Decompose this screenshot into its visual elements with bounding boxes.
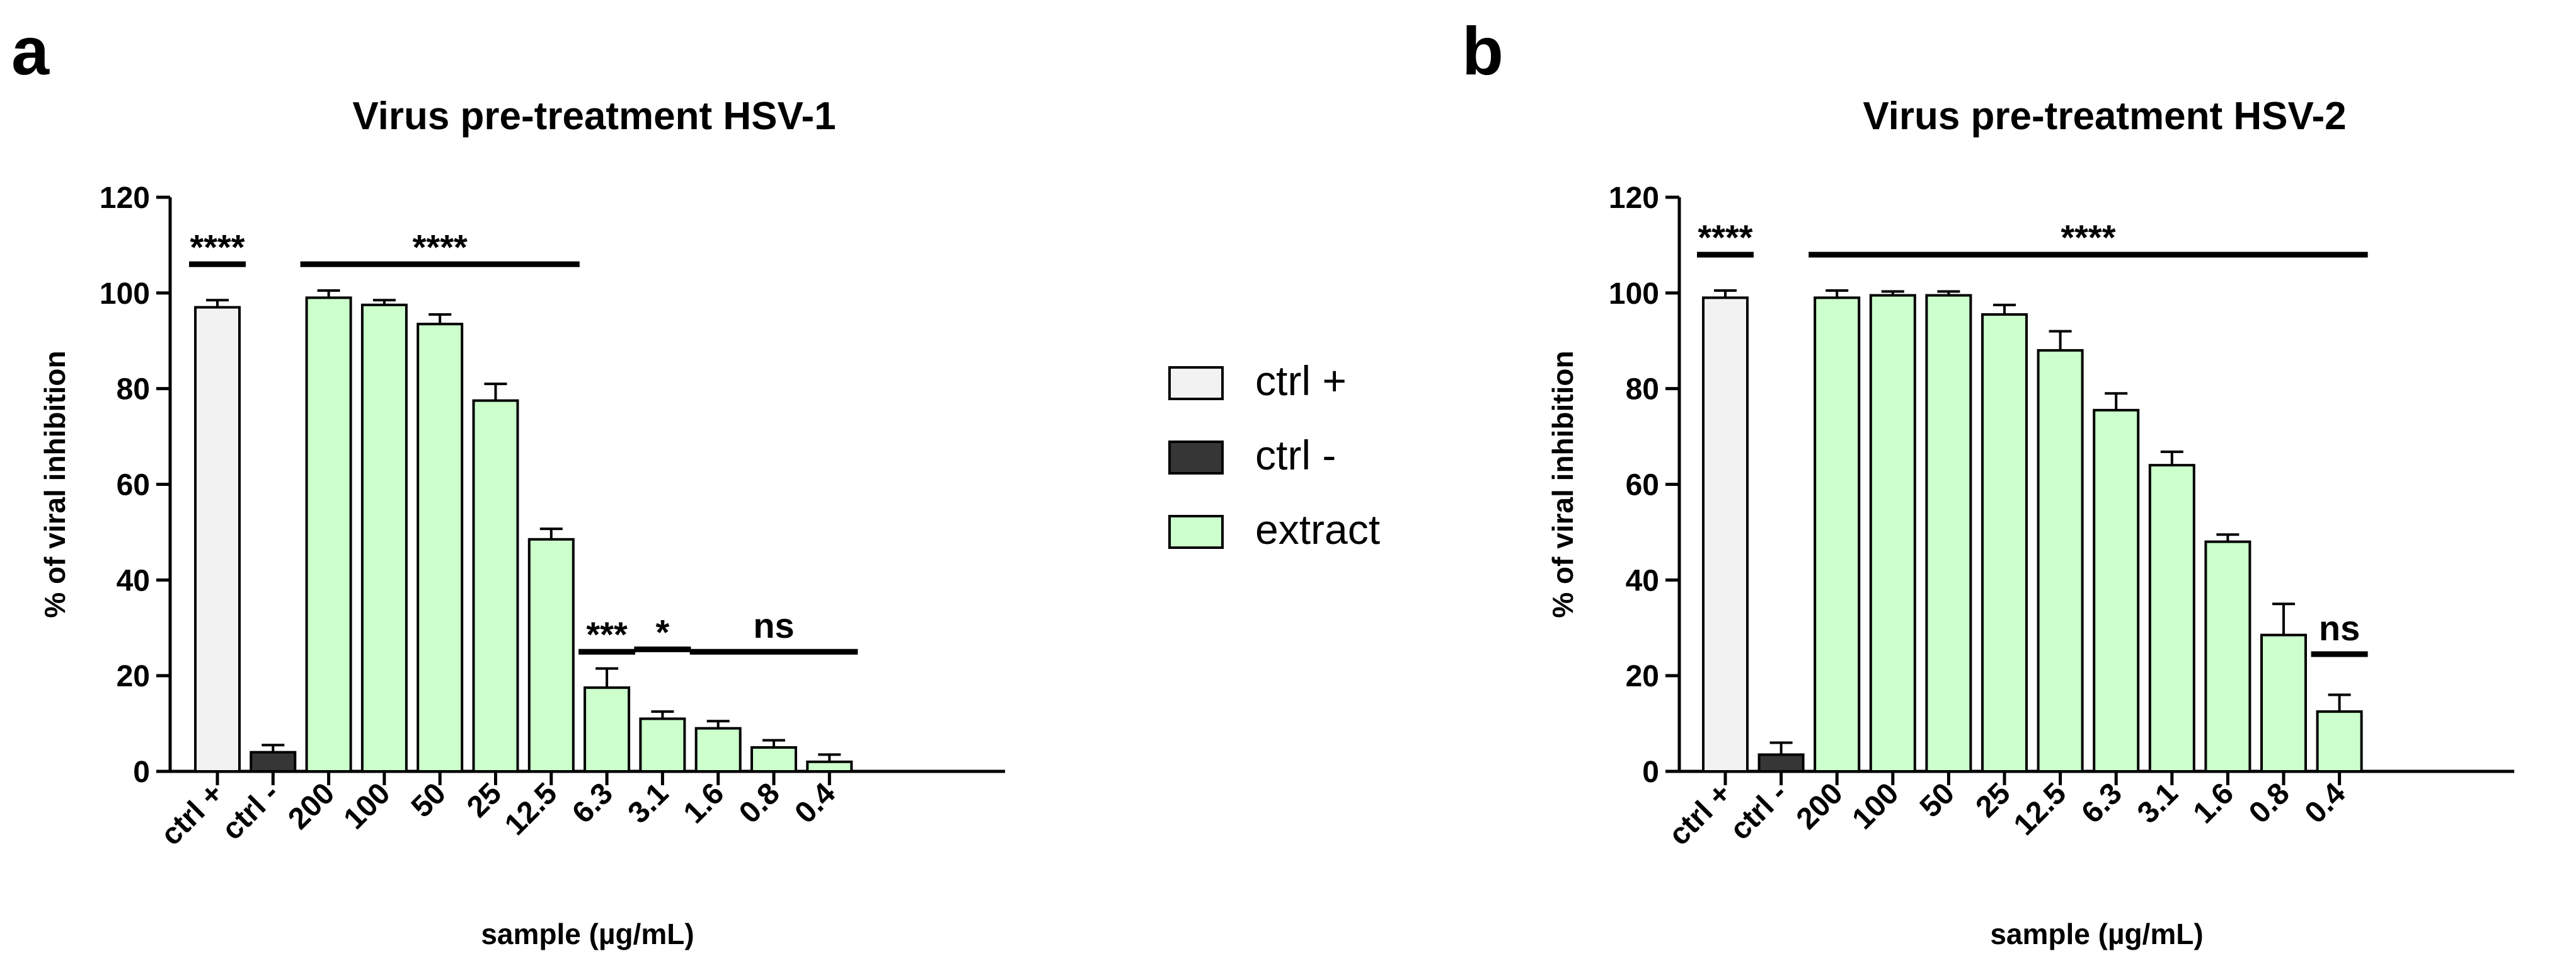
y-axis-title: % of viral inhibition	[1546, 350, 1579, 618]
significance-label: ****	[413, 227, 468, 267]
x-category-label: ctrl -	[1723, 776, 1793, 846]
legend: ctrl + ctrl - extract	[1168, 357, 1380, 553]
x-category-label: 0.8	[733, 776, 786, 830]
panel-a: a Virus pre-treatment HSV-1 0 20 40 60 80 100 12…	[11, 13, 1005, 950]
y-axis-title: % of viral inhibition	[38, 350, 71, 618]
bar	[1814, 296, 1861, 773]
bar	[2093, 408, 2140, 773]
chart-title: Virus pre-treatment HSV-1	[352, 95, 836, 138]
legend-swatch	[1168, 366, 1224, 400]
bar	[750, 746, 797, 773]
bar	[305, 296, 352, 773]
bar	[417, 323, 464, 773]
x-category-label: 50	[405, 776, 452, 824]
x-category-label: ctrl -	[216, 776, 285, 846]
panel-letter: a	[11, 13, 50, 89]
y-tick-label: 80	[117, 373, 150, 406]
legend-swatch	[1168, 515, 1224, 549]
x-category-label: 0.4	[2299, 776, 2352, 830]
x-category-label: 6.3	[2075, 776, 2129, 830]
legend-label: extract	[1255, 506, 1380, 553]
bar	[360, 303, 408, 773]
bar	[584, 686, 631, 773]
x-category-label: 3.1	[2131, 776, 2185, 830]
x-category-label: 0.8	[2243, 776, 2296, 830]
x-category-label: 100	[338, 776, 397, 836]
bar	[1702, 296, 1749, 773]
x-category-label: 100	[1846, 776, 1905, 836]
x-category-label: 12.5	[498, 776, 564, 842]
x-category-label: 12.5	[2008, 776, 2073, 842]
significance-label: ns	[753, 606, 794, 645]
y-tick-label: 100	[1609, 277, 1659, 311]
significance-label: *	[656, 612, 670, 652]
x-axis-title: sample (µg/mL)	[481, 918, 694, 950]
legend-label: ctrl +	[1255, 357, 1347, 404]
panel-letter: b	[1462, 13, 1504, 89]
x-category-label: 200	[1790, 776, 1849, 836]
significance-label: ****	[190, 227, 244, 267]
y-tick-label: 120	[100, 182, 150, 215]
bar	[250, 751, 297, 773]
y-tick-label: 40	[117, 564, 150, 597]
significance-label: ****	[1698, 217, 1752, 257]
bar	[2260, 633, 2307, 773]
y-tick-label: 80	[1626, 373, 1659, 406]
legend-label: ctrl -	[1255, 432, 1336, 478]
x-category-label: 200	[282, 776, 341, 836]
y-tick-label: 100	[100, 277, 150, 311]
x-category-label: 6.3	[566, 776, 619, 830]
y-tick-label: 20	[1626, 660, 1659, 693]
significance-label: ns	[2319, 608, 2360, 648]
y-tick-label: 0	[1642, 756, 1659, 789]
bar	[639, 717, 686, 773]
bar	[1925, 294, 1972, 773]
x-category-label: ctrl +	[154, 776, 230, 852]
x-category-label: 0.4	[788, 776, 842, 830]
bar	[2148, 464, 2195, 773]
bar	[1869, 294, 1916, 773]
x-category-label: 1.6	[677, 776, 731, 830]
bar	[194, 306, 241, 773]
y-tick-label: 60	[117, 469, 150, 502]
x-category-label: 1.6	[2187, 776, 2241, 830]
x-axis-title: sample (µg/mL)	[1990, 918, 2203, 950]
bar	[806, 760, 853, 773]
bar	[1757, 753, 1805, 773]
x-category-label: 3.1	[622, 776, 676, 830]
panel-b: b Virus pre-treatment HSV-2 0 20 40 60 80 100 12…	[1462, 13, 2514, 950]
significance-label: ***	[586, 614, 628, 654]
bar	[1981, 313, 2028, 773]
y-tick-label: 0	[133, 756, 150, 789]
y-tick-label: 20	[117, 660, 150, 693]
bar	[2204, 540, 2251, 773]
significance-label: ****	[2061, 217, 2115, 257]
bar	[527, 538, 575, 773]
y-tick-label: 120	[1609, 182, 1659, 215]
legend-swatch	[1168, 441, 1224, 475]
y-tick-label: 60	[1626, 469, 1659, 502]
bar	[694, 727, 742, 773]
bar	[472, 399, 519, 773]
chart-title: Virus pre-treatment HSV-2	[1863, 95, 2346, 138]
x-category-label: ctrl +	[1662, 776, 1738, 852]
bar	[2037, 349, 2084, 773]
bar	[2316, 710, 2363, 773]
y-tick-label: 40	[1626, 564, 1659, 597]
x-category-label: 50	[1914, 776, 1961, 824]
